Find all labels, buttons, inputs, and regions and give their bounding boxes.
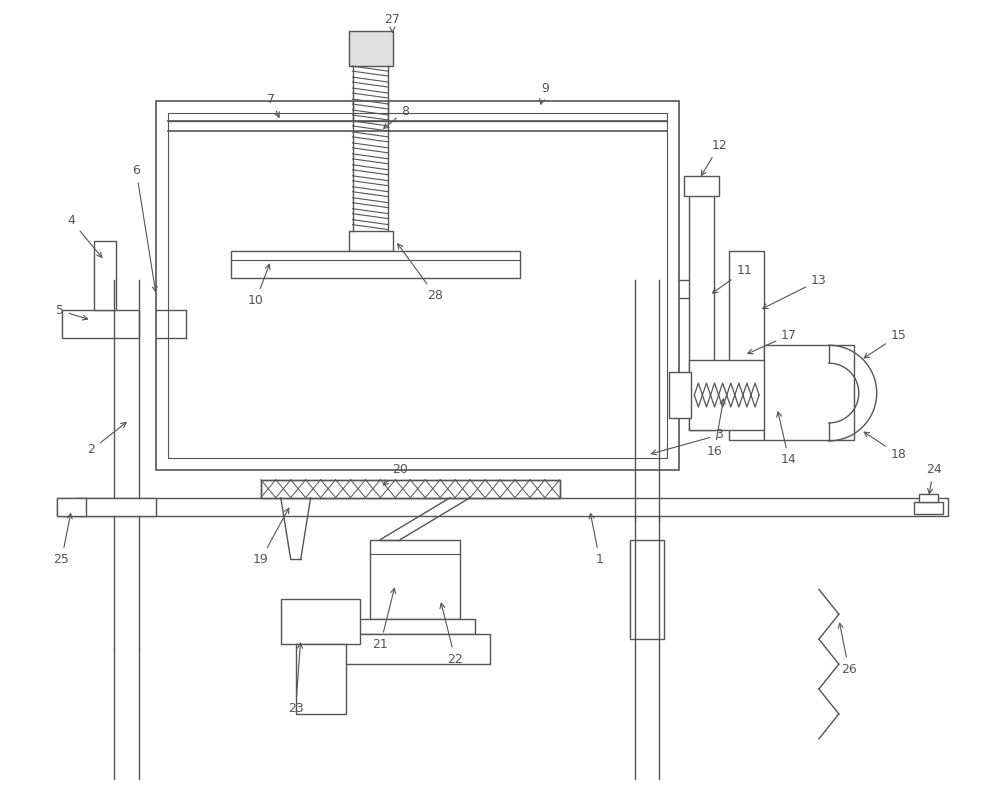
Text: 13: 13 xyxy=(763,274,827,308)
Text: 27: 27 xyxy=(384,13,400,32)
Bar xyxy=(689,186,714,430)
Bar xyxy=(156,101,679,470)
Text: 10: 10 xyxy=(248,264,270,307)
Bar xyxy=(729,370,804,390)
Text: 3: 3 xyxy=(651,429,723,455)
Text: 8: 8 xyxy=(384,105,409,128)
Bar xyxy=(729,250,764,440)
Text: 19: 19 xyxy=(253,508,289,566)
Bar xyxy=(57,498,86,516)
Text: 1: 1 xyxy=(589,513,604,566)
Bar xyxy=(919,494,938,502)
Bar xyxy=(349,231,393,250)
Text: 25: 25 xyxy=(54,513,72,566)
Bar xyxy=(281,600,360,644)
Bar xyxy=(57,498,156,516)
Text: 21: 21 xyxy=(373,588,396,650)
Bar xyxy=(231,250,520,278)
Text: 2: 2 xyxy=(87,422,126,456)
Text: 15: 15 xyxy=(864,328,907,358)
Bar xyxy=(684,176,719,196)
Bar xyxy=(349,31,393,66)
Bar xyxy=(261,479,560,498)
Bar xyxy=(370,540,460,619)
Text: 23: 23 xyxy=(288,643,304,716)
Bar xyxy=(669,372,691,418)
Text: 28: 28 xyxy=(398,244,443,302)
Text: 6: 6 xyxy=(132,165,157,291)
Bar xyxy=(168,113,667,458)
Text: 11: 11 xyxy=(713,264,752,293)
Text: 14: 14 xyxy=(777,412,797,466)
Text: 12: 12 xyxy=(701,140,727,175)
Bar xyxy=(355,619,475,634)
Text: 24: 24 xyxy=(926,463,941,494)
Text: 26: 26 xyxy=(838,623,857,675)
Text: 18: 18 xyxy=(864,432,907,462)
Bar xyxy=(62,311,139,338)
Bar xyxy=(261,479,560,498)
Bar xyxy=(914,502,943,513)
Text: 4: 4 xyxy=(68,214,102,257)
Text: 16: 16 xyxy=(706,399,725,458)
Text: 9: 9 xyxy=(540,82,549,104)
Text: 17: 17 xyxy=(748,328,797,353)
Bar xyxy=(630,540,664,639)
Bar xyxy=(689,360,784,430)
Text: 22: 22 xyxy=(440,603,463,666)
Bar xyxy=(341,634,490,664)
Bar xyxy=(94,240,116,311)
Text: 7: 7 xyxy=(267,93,279,117)
Text: 20: 20 xyxy=(383,463,408,485)
Bar xyxy=(764,345,854,440)
Bar xyxy=(296,644,346,714)
Text: 5: 5 xyxy=(56,303,88,320)
Bar xyxy=(76,498,948,516)
